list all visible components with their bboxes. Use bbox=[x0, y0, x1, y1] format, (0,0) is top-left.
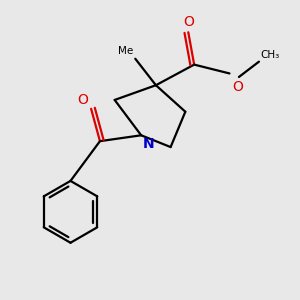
Text: O: O bbox=[183, 15, 194, 29]
Text: N: N bbox=[142, 137, 154, 151]
Text: CH₃: CH₃ bbox=[260, 50, 280, 60]
Text: O: O bbox=[232, 80, 243, 94]
Text: Me: Me bbox=[118, 46, 133, 56]
Text: O: O bbox=[77, 93, 88, 107]
